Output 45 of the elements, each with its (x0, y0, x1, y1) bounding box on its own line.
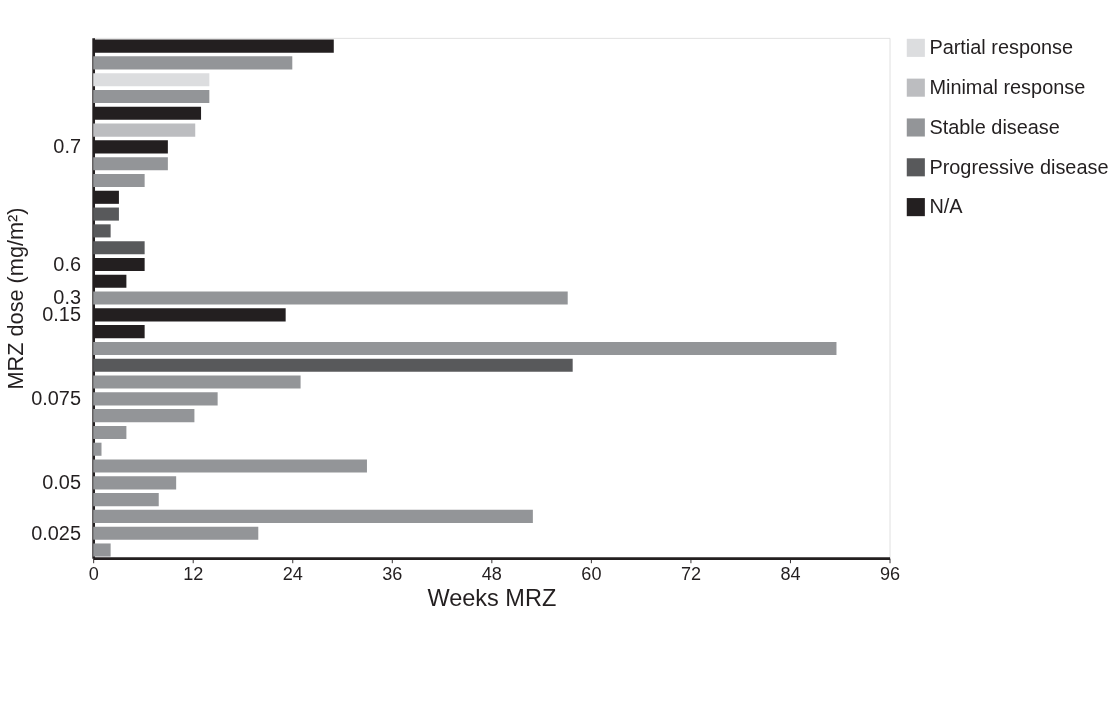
bar (93, 56, 293, 70)
bar (93, 341, 837, 356)
bar (93, 409, 195, 423)
legend-label: Stable disease (929, 115, 1060, 138)
x-axis-title: Weeks MRZ (427, 584, 557, 611)
bar (93, 207, 119, 221)
y-tick-label: 0.075 (31, 387, 81, 410)
bar (93, 291, 568, 305)
bar (93, 224, 111, 238)
y-tick-label: 0.05 (42, 471, 81, 494)
bar (93, 442, 102, 456)
x-tick-label: 72 (680, 563, 701, 584)
bar (93, 375, 301, 389)
bar (93, 89, 210, 104)
bar (93, 241, 145, 255)
bar (93, 425, 127, 439)
bar (93, 509, 533, 523)
bar (93, 493, 159, 507)
bar (93, 358, 573, 372)
legend-label: Progressive disease (929, 155, 1109, 178)
x-tick-label: 12 (183, 563, 204, 584)
bar (93, 526, 259, 540)
bar (93, 543, 111, 557)
x-tick-label: 0 (88, 563, 99, 584)
bar (93, 173, 145, 188)
legend-label: Minimal response (929, 76, 1086, 98)
x-tick-label: 84 (780, 563, 801, 584)
y-tick-label: 0.6 (53, 252, 81, 275)
x-tick-label: 60 (581, 563, 602, 584)
bar (93, 476, 177, 490)
legend-label: N/A (929, 195, 964, 218)
x-tick-label: 48 (481, 563, 502, 584)
bar (93, 73, 210, 87)
y-tick-label: 0.7 (53, 135, 81, 158)
bar (93, 123, 196, 137)
bar (93, 459, 367, 473)
y-axis-title: MRZ dose (mg/m²) (3, 207, 29, 390)
x-tick-label: 24 (282, 563, 303, 584)
legend-label: Partial response (929, 36, 1074, 59)
bar (93, 157, 168, 171)
x-tick-label: 96 (879, 563, 901, 584)
bar (93, 392, 218, 406)
y-tick-label: 0.025 (31, 521, 81, 544)
x-tick-label: 36 (382, 563, 403, 584)
y-tick-label: 0.15 (42, 303, 81, 326)
